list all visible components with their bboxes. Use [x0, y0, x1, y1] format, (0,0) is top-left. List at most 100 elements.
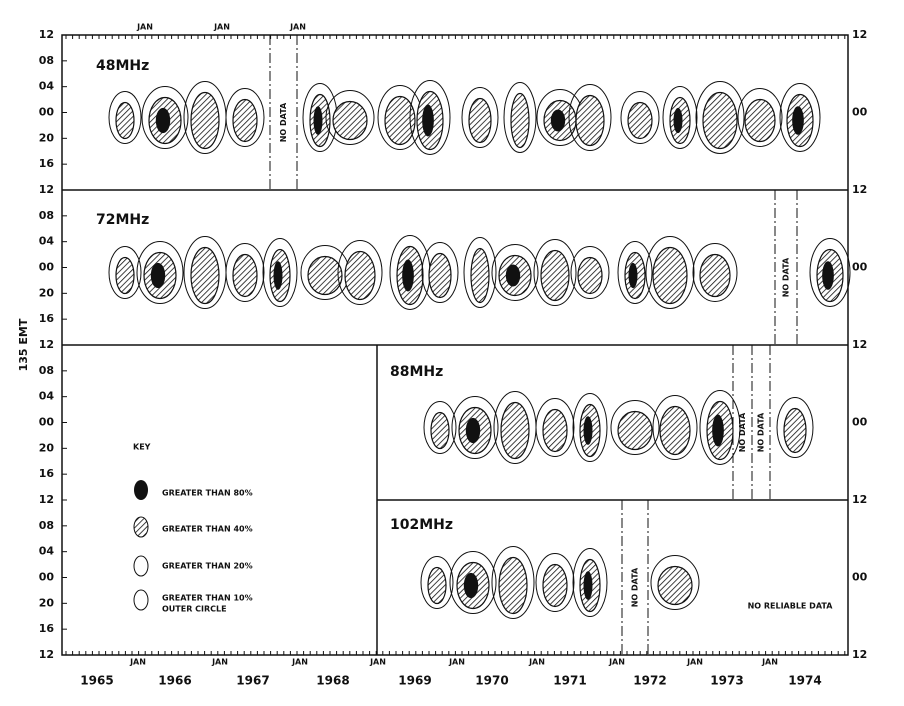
contour-outer — [535, 553, 575, 612]
y-tick-label: 04 — [39, 235, 55, 248]
no-data-label: NO DATA — [757, 412, 766, 452]
contour-outer — [141, 86, 189, 149]
key-entry: GREATER THAN 10% — [162, 594, 253, 603]
month-label: JAN — [369, 658, 386, 667]
y-tick-label: 16 — [39, 157, 55, 170]
y-tick-label: 12 — [852, 648, 867, 661]
y-tick-label: 08 — [39, 364, 54, 377]
contour-outer — [620, 91, 660, 144]
contour-40 — [470, 247, 490, 304]
y-tick-label: 08 — [39, 209, 54, 222]
year-label: 1972 — [633, 674, 666, 688]
contour-40 — [307, 255, 343, 296]
contour-outer — [421, 242, 459, 303]
y-tick-label: 00 — [852, 261, 868, 274]
contour-outer — [645, 236, 695, 309]
panel-label: 48MHz — [96, 58, 149, 74]
key-entry: GREATER THAN 40% — [162, 525, 253, 534]
contour-40 — [190, 91, 220, 150]
contour-80 — [465, 417, 481, 444]
month-label: JAN — [211, 658, 228, 667]
y-tick-label: 00 — [39, 571, 55, 584]
month-label: JAN — [213, 23, 230, 32]
contour-40 — [115, 256, 135, 295]
contour-outer — [699, 390, 741, 465]
y-tick-label: 12 — [852, 183, 867, 196]
y-tick-label: 00 — [39, 106, 55, 119]
contour-outer — [650, 555, 700, 610]
panel-label: 102MHz — [390, 517, 453, 533]
contour-outer — [610, 400, 660, 455]
year-label: 1971 — [553, 674, 586, 688]
year-label: 1969 — [398, 674, 431, 688]
contour-outer — [662, 86, 698, 149]
y-tick-label: 20 — [39, 441, 55, 454]
y-tick-label: 12 — [852, 338, 867, 351]
month-label: JAN — [761, 658, 778, 667]
contour-outer — [776, 397, 814, 458]
panel-label: 88MHz — [390, 364, 443, 380]
no-data-label: NO DATA — [738, 412, 747, 452]
contour-80 — [155, 107, 171, 134]
y-tick-label: 12 — [852, 28, 867, 41]
month-label: JAN — [686, 658, 703, 667]
contour-80 — [422, 104, 434, 137]
y-tick-label: 12 — [852, 493, 867, 506]
contour-outer — [225, 243, 265, 302]
y-tick-label: 00 — [852, 571, 868, 584]
contour-outer — [451, 396, 499, 459]
month-label: JAN — [448, 658, 465, 667]
y-tick-label: 12 — [39, 183, 54, 196]
contour-40 — [384, 95, 416, 146]
contour-40 — [332, 100, 368, 141]
y-tick-label: 16 — [39, 467, 55, 480]
contour-40 — [468, 97, 492, 144]
key-entry: GREATER THAN 20% — [162, 562, 253, 571]
contour-outer — [652, 395, 698, 460]
contour-outer — [325, 90, 375, 145]
contour-outer — [449, 551, 497, 614]
contour-80 — [628, 262, 638, 289]
contour-80 — [505, 264, 521, 287]
contour-40 — [542, 563, 568, 608]
contour-outer — [535, 398, 575, 457]
contour-40 — [652, 246, 688, 305]
contour-40 — [783, 407, 807, 454]
y-tick-label: 12 — [39, 493, 54, 506]
y-tick-label: 08 — [39, 54, 54, 67]
year-label: 1966 — [158, 674, 191, 688]
panel-label: 72MHz — [96, 212, 149, 228]
contour-outer — [337, 240, 383, 305]
contour-40 — [575, 94, 605, 147]
contour-80 — [402, 259, 414, 292]
contour-80 — [712, 414, 724, 447]
contour-80 — [463, 572, 479, 599]
contour-40 — [577, 256, 603, 295]
y-axis-title: 135 EMT — [17, 318, 30, 371]
y-tick-label: 00 — [852, 106, 868, 119]
y-tick-label: 16 — [39, 312, 55, 325]
contour-outer — [461, 87, 499, 148]
contour-40 — [500, 401, 530, 460]
y-tick-label: 08 — [39, 519, 54, 532]
contour-outer — [568, 84, 612, 151]
contour-outer — [136, 241, 184, 304]
contour-40 — [540, 249, 570, 302]
contour-outer — [491, 546, 535, 619]
contour-40 — [617, 410, 653, 451]
key-swatch — [134, 480, 148, 500]
key-title: KEY — [133, 443, 151, 452]
contour-outer — [572, 548, 608, 617]
no-reliable-data: NO RELIABLE DATA — [748, 602, 834, 611]
contour-40 — [657, 565, 693, 606]
key-swatch — [133, 589, 149, 611]
contour-outer — [262, 238, 298, 307]
contour-80 — [673, 107, 683, 134]
key-entry: GREATER THAN 80% — [162, 489, 253, 498]
contour-outer — [225, 88, 265, 147]
y-tick-label: 20 — [39, 596, 55, 609]
contour-outer — [108, 91, 142, 144]
contour-40 — [744, 98, 776, 143]
y-tick-label: 12 — [39, 338, 54, 351]
